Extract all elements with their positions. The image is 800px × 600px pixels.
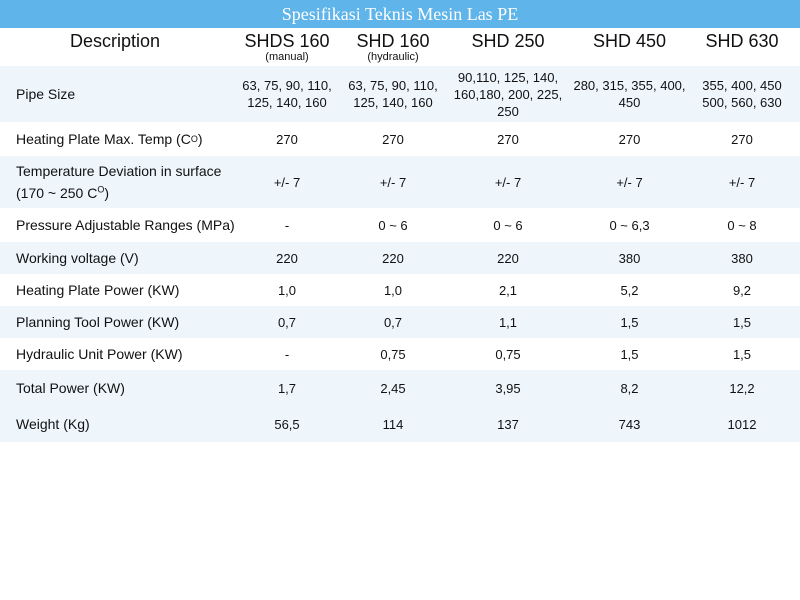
row-label: Temperature Deviation in surface (170 ~ …: [16, 156, 256, 208]
table-cell: +/- 7: [273, 174, 301, 190]
table-cell: 1,1: [498, 314, 518, 330]
table-row: Hydraulic Unit Power (KW) - 0,75 0,75 1,…: [0, 338, 800, 370]
column-header-model-name: SHD 160: [356, 31, 430, 51]
table-cell: +/- 7: [616, 174, 643, 190]
column-header-model: SHD 250: [450, 32, 566, 50]
table-cell: 380: [618, 250, 641, 266]
table-cell: 1,5: [732, 346, 752, 362]
table-cell: 220: [382, 250, 404, 266]
table-row: Total Power (KW) 1,7 2,45 3,95 8,2 12,2: [0, 370, 800, 406]
row-label: Pipe Size: [16, 86, 76, 102]
table-cell: 1,0: [383, 282, 403, 298]
table-cell: 63, 75, 90, 110, 125, 140, 160: [242, 78, 332, 110]
row-label: Total Power (KW): [16, 380, 125, 396]
row-label: Planning Tool Power (KW): [16, 314, 180, 330]
table-cell: 0 ~ 6,3: [609, 217, 650, 233]
column-header-model: SHD 160 (hydraulic): [342, 32, 444, 63]
table-cell: 270: [276, 131, 298, 147]
table-cell: 3,95: [495, 380, 521, 396]
table-row: Heating Plate Max. Temp (C O) 270 270 270…: [0, 122, 800, 156]
column-header-model-sub: (hydraulic): [367, 51, 419, 63]
table-cell: 114: [382, 416, 404, 432]
table-cell: 0 ~ 8: [727, 217, 757, 233]
table-cell: 280, 315, 355, 400, 450: [573, 78, 686, 110]
table-cell: 0 ~ 6: [493, 217, 523, 233]
table-cell: +/- 7: [379, 174, 407, 190]
column-header-model-name: SHD 450: [592, 31, 667, 51]
row-label: Heating Plate Max. Temp (C O): [16, 122, 246, 156]
table-cell: 1,0: [277, 282, 297, 298]
table-cell: 12,2: [729, 380, 755, 396]
table-cell: 137: [497, 416, 519, 432]
table-header-row: Description SHDS 160 (manual) SHD 160 (h…: [0, 28, 800, 66]
row-label: Weight (Kg): [16, 416, 90, 432]
table-cell: 2,45: [380, 380, 406, 396]
row-label-text-end: ): [104, 185, 110, 201]
table-cell: 0 ~ 6: [378, 217, 408, 233]
column-header-description: Description: [69, 31, 161, 51]
row-label-line: (170 ~ 250 CO): [16, 182, 221, 204]
table-cell: 1012: [727, 416, 757, 432]
table-row: Temperature Deviation in surface (170 ~ …: [0, 156, 800, 208]
table-row: Planning Tool Power (KW) 0,7 0,7 1,1 1,5…: [0, 306, 800, 338]
table-cell: 8,2: [620, 380, 639, 396]
table-cell: 270: [382, 131, 404, 147]
table-row: Pressure Adjustable Ranges (MPa) - 0 ~ 6…: [0, 208, 800, 242]
table-cell: 0,75: [380, 346, 406, 362]
table-row: Heating Plate Power (KW) 1,0 1,0 2,1 5,2…: [0, 274, 800, 306]
column-header-model-name: SHD 250: [471, 31, 545, 51]
table-cell: 220: [276, 250, 298, 266]
row-label-text-end: ): [197, 131, 203, 147]
table-cell: -: [284, 346, 290, 362]
table-cell: -: [284, 217, 290, 233]
column-header-model-sub: (manual): [265, 51, 309, 63]
column-header-model: SHD 630: [690, 32, 794, 50]
table-cell: 355, 400, 450 500, 560, 630: [702, 78, 782, 110]
table-cell: 380: [731, 250, 753, 266]
row-label-text: Heating Plate Max. Temp (C: [16, 131, 191, 147]
table-cell: +/- 7: [728, 174, 756, 190]
table-cell: 0,7: [277, 314, 297, 330]
column-header-model: SHDS 160 (manual): [232, 32, 342, 63]
table-row: Pipe Size 63, 75, 90, 110, 125, 140, 160…: [0, 66, 800, 122]
degree-superscript: O: [97, 184, 105, 195]
table-cell: 5,2: [620, 282, 639, 298]
row-label: Heating Plate Power (KW): [16, 282, 180, 298]
table-row: Working voltage (V) 220 220 220 380 380: [0, 242, 800, 274]
table-cell: 270: [731, 131, 753, 147]
table-cell: 1,7: [277, 380, 297, 396]
table-row: Weight (Kg) 56,5 114 137 743 1012: [0, 406, 800, 442]
table-cell: 1,5: [620, 314, 639, 330]
table-cell: 90,110, 125, 140, 160,180, 200, 225, 250: [453, 69, 563, 119]
table-cell: 270: [618, 131, 641, 147]
row-label: Hydraulic Unit Power (KW): [16, 346, 183, 362]
table-cell: 743: [618, 416, 641, 432]
table-cell: 63, 75, 90, 110, 125, 140, 160: [348, 78, 438, 110]
column-header-model-name: SHDS 160: [244, 31, 330, 51]
table-cell: 1,5: [620, 346, 639, 362]
row-label: Pressure Adjustable Ranges (MPa): [16, 217, 235, 233]
column-header-model: SHD 450: [572, 32, 687, 50]
table-cell: 0,75: [495, 346, 521, 362]
table-cell: 270: [497, 131, 519, 147]
row-label: Working voltage (V): [16, 250, 139, 266]
page-title: Spesifikasi Teknis Mesin Las PE: [0, 0, 800, 28]
column-header-model-name: SHD 630: [705, 31, 779, 51]
table-cell: 1,5: [732, 314, 752, 330]
table-cell: 220: [497, 250, 519, 266]
row-label-text: (170 ~ 250 C: [16, 185, 98, 201]
row-label-line: Temperature Deviation in surface: [16, 163, 222, 179]
table-cell: +/- 7: [494, 174, 522, 190]
table-cell: 0,7: [383, 314, 403, 330]
table-cell: 56,5: [274, 416, 300, 432]
table-cell: 2,1: [498, 282, 518, 298]
table-cell: 9,2: [732, 282, 752, 298]
